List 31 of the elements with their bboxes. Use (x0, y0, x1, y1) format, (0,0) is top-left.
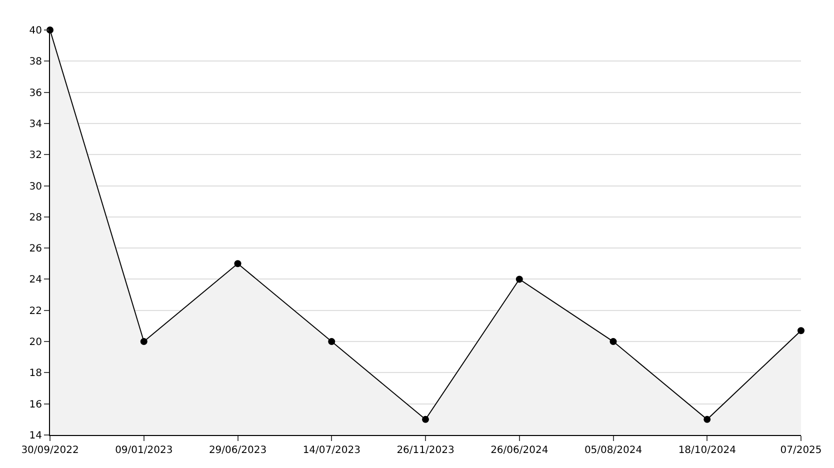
point (798, 327, 804, 334)
point (422, 416, 429, 423)
x-tick-label: 26/06/2024 (490, 445, 548, 456)
y-tick-label: 26 (29, 244, 42, 255)
x-tick-label: 14/07/2023 (302, 445, 360, 456)
point (234, 260, 242, 268)
point (704, 416, 711, 423)
y-tick-label: 16 (29, 399, 42, 410)
y-tick-label: 20 (29, 337, 42, 348)
x-tick-label: 09/01/2023 (115, 445, 173, 456)
x-tick-label: 05/08/2024 (584, 445, 642, 456)
x-tick-label: 26/11/2023 (396, 445, 454, 456)
point (516, 276, 523, 283)
y-tick-label: 30 (29, 181, 42, 192)
point (140, 338, 148, 346)
x-tick-label: 30/09/2022 (21, 445, 79, 456)
y-tick-label: 14 (29, 430, 42, 442)
point (328, 338, 336, 346)
y-tick-label: 40 (29, 26, 42, 36)
x-tick-label: 18/10/2024 (678, 445, 736, 456)
y-tick-label: 24 (29, 274, 42, 286)
y-tick-label: 32 (29, 150, 42, 162)
y-tick-label: 36 (29, 88, 42, 99)
y-tick-label: 28 (29, 212, 42, 224)
x-tick-label: 29/06/2023 (208, 445, 267, 456)
x-tick-label: 07/2025 (780, 445, 822, 456)
y-tick-label: 38 (29, 56, 42, 68)
y-tick-label: 34 (29, 118, 42, 130)
y-tick-label: 22 (29, 306, 42, 317)
y-tick-label: 18 (29, 368, 42, 380)
point (610, 338, 617, 346)
